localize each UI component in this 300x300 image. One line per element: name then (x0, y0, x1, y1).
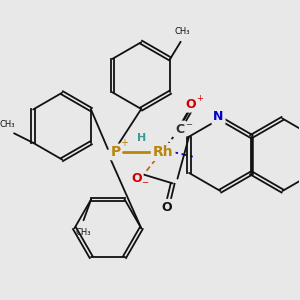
Text: −: − (185, 120, 192, 129)
Text: H: H (136, 133, 146, 142)
Text: +: + (120, 138, 128, 148)
Text: C: C (176, 122, 185, 136)
Text: O: O (131, 172, 142, 185)
Text: H: H (136, 133, 146, 142)
Text: CH₃: CH₃ (0, 119, 15, 128)
Text: N: N (213, 110, 224, 123)
Text: CH₃: CH₃ (76, 228, 91, 237)
Text: N: N (213, 108, 224, 121)
Text: O: O (185, 98, 196, 111)
Text: CH₃: CH₃ (175, 27, 190, 36)
Text: P: P (110, 145, 121, 159)
Text: Rh: Rh (153, 145, 173, 159)
Text: +: + (196, 94, 203, 103)
Text: −: − (142, 178, 148, 187)
Text: O: O (162, 201, 172, 214)
